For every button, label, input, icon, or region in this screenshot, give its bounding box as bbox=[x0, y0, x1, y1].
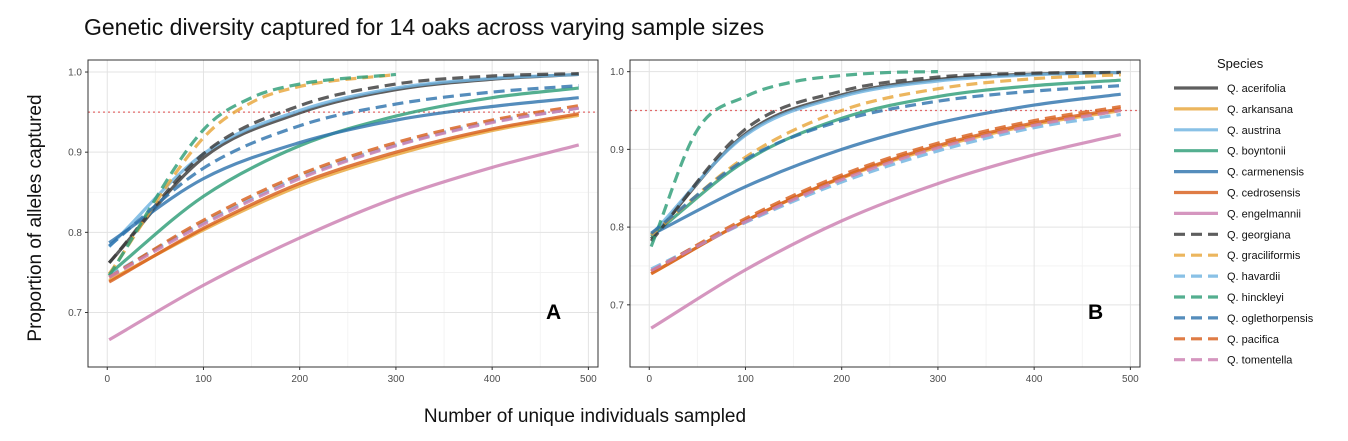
legend-entry-label: Q. cedrosensis bbox=[1227, 188, 1301, 200]
y-tick-label: 1.0 bbox=[68, 68, 82, 79]
legend: Q. acerifolia Q. arkansana Q. austrina Q. b… bbox=[1174, 83, 1314, 367]
x-tick-label: 0 bbox=[646, 374, 652, 385]
series-line-q-austrina bbox=[108, 72, 579, 248]
x-tick-label: 0 bbox=[104, 374, 110, 385]
legend-entry-label: Q. tomentella bbox=[1227, 355, 1293, 367]
legend-entry-label: Q. pacifica bbox=[1227, 334, 1280, 346]
series-line-q-tomentella bbox=[650, 108, 1122, 273]
series-line-q-georgiana bbox=[649, 70, 1121, 243]
plot-border bbox=[87, 59, 599, 368]
series-line-q-carmenensis bbox=[108, 96, 579, 245]
plot-border bbox=[629, 59, 1141, 368]
panel-a: 0 100 200 300 400 500 0.7 0.8 0.9 1.0 A bbox=[68, 59, 599, 385]
series-line-q-georgiana bbox=[107, 72, 579, 264]
y-tick-label: 0.9 bbox=[610, 145, 624, 156]
series-group bbox=[649, 70, 1122, 330]
legend-entry-label: Q. oglethorpensis bbox=[1227, 313, 1314, 325]
y-tick-label: 1.0 bbox=[610, 67, 624, 78]
panel-b: 0 100 200 300 400 500 0.7 0.8 0.9 1.0 B bbox=[610, 59, 1141, 385]
y-tick-label: 0.7 bbox=[68, 308, 82, 319]
x-tick-label: 400 bbox=[484, 374, 501, 385]
legend-entry-label: Q. georgiana bbox=[1227, 229, 1291, 241]
x-tick-label: 500 bbox=[580, 374, 597, 385]
legend-entry-label: Q. boyntonii bbox=[1227, 146, 1286, 158]
legend-entry-label: Q. arkansana bbox=[1227, 104, 1294, 116]
x-tick-label: 400 bbox=[1026, 374, 1043, 385]
series-line-q-tomentella bbox=[108, 106, 580, 279]
series-line-q-pacifica bbox=[650, 105, 1122, 273]
y-tick-label: 0.7 bbox=[610, 300, 624, 311]
x-tick-label: 200 bbox=[291, 374, 308, 385]
panel-label: B bbox=[1088, 301, 1103, 324]
chart-title: Genetic diversity captured for 14 oaks a… bbox=[84, 14, 765, 40]
series-line-q-hinckleyi bbox=[107, 72, 397, 277]
legend-entry-label: Q. engelmannii bbox=[1227, 208, 1301, 220]
y-tick-label: 0.9 bbox=[68, 148, 82, 159]
series-line-q-cedrosensis bbox=[108, 112, 580, 284]
x-tick-label: 300 bbox=[388, 374, 405, 385]
legend-entry-label: Q. graciliformis bbox=[1227, 250, 1301, 262]
series-line-q-oglethorpensis bbox=[108, 84, 579, 248]
y-tick-label: 0.8 bbox=[610, 223, 624, 234]
x-tick-label: 300 bbox=[930, 374, 947, 385]
legend-entry-label: Q. hinckleyi bbox=[1227, 292, 1284, 304]
x-tick-label: 100 bbox=[195, 374, 212, 385]
x-axis-label: Number of unique individuals sampled bbox=[423, 406, 747, 427]
series-line-q-hinckleyi bbox=[649, 70, 938, 248]
plot-background bbox=[88, 60, 598, 367]
legend-title: Species bbox=[1217, 56, 1264, 71]
x-tick-label: 100 bbox=[737, 374, 754, 385]
series-line-q-oglethorpensis bbox=[650, 84, 1121, 235]
x-tick-label: 500 bbox=[1122, 374, 1139, 385]
series-line-q-graciliformis bbox=[650, 73, 1121, 237]
legend-entry-label: Q. acerifolia bbox=[1227, 83, 1287, 95]
y-tick-label: 0.8 bbox=[68, 228, 82, 239]
legend-entry-label: Q. austrina bbox=[1227, 125, 1282, 137]
x-tick-label: 200 bbox=[833, 374, 850, 385]
series-line-q-engelmannii bbox=[650, 133, 1122, 330]
series-line-q-engelmannii bbox=[108, 143, 580, 342]
plot-background bbox=[630, 60, 1140, 367]
panel-label: A bbox=[546, 301, 561, 324]
series-line-q-boyntonii bbox=[650, 78, 1121, 238]
series-group bbox=[107, 72, 580, 342]
series-line-q-carmenensis bbox=[650, 92, 1121, 237]
series-line-q-pacifica bbox=[108, 104, 580, 279]
legend-entry-label: Q. carmenensis bbox=[1227, 167, 1305, 179]
legend-entry-label: Q. havardii bbox=[1227, 271, 1280, 283]
